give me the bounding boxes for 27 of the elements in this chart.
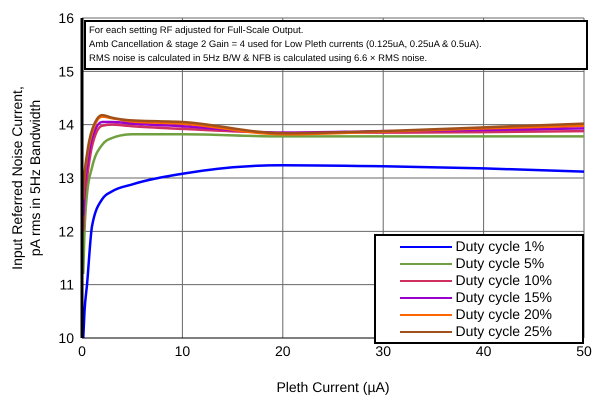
note-box: For each setting RF adjusted for Full-Scale Output. Amb Cancellation & stage 2 Gain = 4 used for Low Pleth currents (0.125uA, 0.25uA & 0.5uA). RMS noise is calculated in 5Hz B/W & NFB is calculated using 6.6 × RMS noise.	[84, 20, 588, 70]
legend-label: Duty cycle 25%	[456, 323, 552, 340]
y-tick-label: 15	[58, 63, 74, 80]
y-tick-label: 16	[58, 10, 74, 26]
x-tick-label: 20	[275, 342, 291, 359]
y-tick-label: 14	[58, 116, 74, 133]
legend-label: Duty cycle 15%	[456, 289, 552, 306]
annotation: Amb Cancellation & stage 2 Gain = 4 used for Low Pleth currents (0.125uA, 0.25uA & 0.5uA).	[89, 38, 483, 52]
y-tick-label: 11	[59, 276, 74, 293]
legend-label: Duty cycle 10%	[456, 272, 552, 289]
legend-label: Duty cycle 5%	[456, 255, 544, 272]
y-tick-label: 10	[58, 330, 74, 346]
legend-label: Duty cycle 20%	[456, 306, 552, 323]
y-tick-label: 12	[58, 223, 74, 240]
y-tick-label: 13	[58, 170, 74, 186]
x-tick-label: 10	[174, 342, 190, 359]
annotation: For each setting RF adjusted for Full-Scale Output.	[89, 24, 304, 38]
legend-label: Duty cycle 1%	[456, 238, 544, 255]
x-tick-label: 30	[375, 342, 392, 359]
annotation: RMS noise is calculated in 5Hz B/W & NFB is calculated using 6.6 × RMS noise.	[89, 52, 428, 66]
line-series	[82, 133, 584, 276]
x-tick-label: 50	[576, 342, 592, 359]
y-axis-title: Input Referred Noise Current, pA rms in 5Hz Bandwidth	[9, 86, 43, 270]
line-series	[82, 164, 584, 338]
x-axis-title: Pleth Current (µA)	[276, 379, 390, 395]
x-tick-label: 40	[476, 342, 492, 359]
x-tick-label: 0	[78, 342, 86, 359]
